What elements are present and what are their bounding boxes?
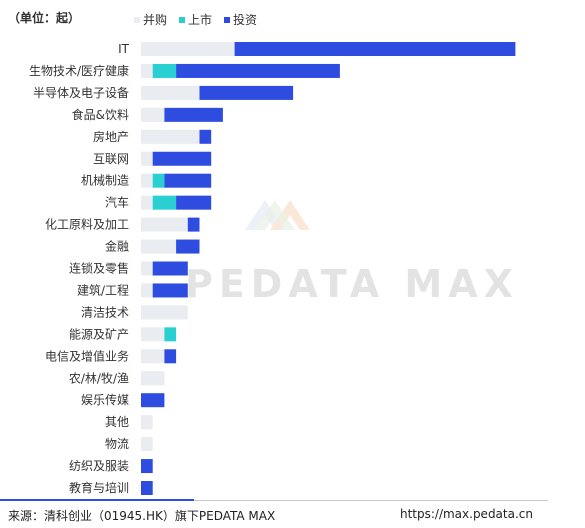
bar-investment: [141, 459, 153, 474]
legend-label-investment: 投资: [233, 13, 258, 27]
category-label: 连锁及零售: [69, 261, 129, 276]
category-label: 教育与培训: [69, 480, 129, 495]
bar-merger: [141, 415, 153, 430]
bar-merger: [141, 283, 153, 298]
category-label: 其他: [105, 415, 129, 429]
bar-merger: [141, 349, 165, 364]
category-label: IT: [118, 42, 130, 56]
category-label: 互联网: [93, 152, 129, 166]
bar-merger: [141, 217, 188, 232]
bar-merger: [141, 195, 153, 210]
category-label: 食品&饮料: [72, 107, 129, 122]
category-label: 电信及增值业务: [45, 348, 129, 363]
category-label: 化工原料及加工: [45, 218, 129, 232]
category-label: 机械制造: [81, 173, 129, 188]
bar-investment: [187, 217, 200, 232]
category-label: 娱乐传媒: [81, 392, 129, 407]
legend-swatch-merger: [134, 16, 140, 23]
bar-investment: [234, 42, 516, 56]
bar-merger: [141, 239, 177, 254]
bar-investment: [176, 63, 340, 78]
watermark-text: PEDATA MAX: [185, 262, 519, 306]
bar-investment: [152, 283, 188, 298]
legend-item-merger: 并购: [134, 11, 167, 28]
category-label: 纺织及服装: [69, 459, 129, 473]
bar-ipo: [164, 327, 177, 342]
footer-accent-line: [0, 499, 194, 501]
category-label: 房地产: [93, 129, 129, 144]
legend-swatch-ipo: [179, 16, 186, 23]
bar-merger: [141, 107, 165, 122]
category-label: 建筑/工程: [77, 282, 129, 297]
category-label: 物流: [105, 437, 129, 451]
bar-merger: [141, 129, 200, 144]
bar-ipo: [152, 173, 165, 188]
bar-merger: [141, 261, 153, 276]
unit-label: （单位：起）: [8, 11, 81, 25]
watermark-logo-icon: [245, 200, 310, 230]
category-label: 半导体及电子设备: [33, 86, 129, 100]
bar-merger: [141, 63, 153, 78]
bar-investment: [199, 129, 212, 144]
bar-investment: [152, 261, 188, 276]
legend-item-ipo: 上市: [179, 11, 212, 28]
bar-merger: [141, 437, 153, 452]
legend-swatch-investment: [224, 16, 231, 23]
bar-merger: [141, 85, 200, 100]
bar-investment: [141, 481, 153, 495]
bar-ipo: [152, 195, 177, 210]
source-url: https://max.pedata.cn: [399, 507, 533, 521]
category-label: 生物技术/医疗健康: [29, 63, 129, 78]
bar-investment: [164, 173, 212, 188]
bar-merger: [141, 173, 153, 188]
bar-merger: [141, 371, 165, 386]
legend-item-investment: 投资: [224, 11, 257, 28]
category-label: 清洁技术: [81, 305, 129, 319]
bar-ipo: [152, 63, 177, 78]
legend: 并购 上市 投资: [134, 11, 257, 28]
bar-merger: [141, 327, 165, 342]
category-label: 金融: [105, 239, 129, 254]
bar-investment: [199, 85, 294, 100]
legend-label-ipo: 上市: [188, 13, 213, 27]
category-label: 汽车: [105, 195, 129, 210]
bar-investment: [164, 107, 223, 122]
category-label: 农/林/牧/渔: [69, 371, 129, 385]
legend-label-merger: 并购: [143, 13, 168, 27]
bar-investment: [164, 349, 177, 364]
category-label: 能源及矿产: [69, 327, 129, 341]
bar-merger: [141, 42, 235, 56]
footer-divider: [0, 500, 548, 501]
bar-investment: [141, 393, 165, 408]
bar-investment: [176, 195, 212, 210]
bar-investment: [152, 151, 212, 166]
bar-investment: [176, 239, 200, 254]
bar-chart: IT 生物技术/医疗健康半导体及电子设备食品&饮料房地产互联网机械制造汽车化工原料…: [29, 42, 516, 495]
bar-merger: [141, 305, 188, 320]
source-text: 来源：清科创业（01945.HK）旗下PEDATA MAX: [8, 509, 276, 523]
bar-merger: [141, 151, 153, 166]
